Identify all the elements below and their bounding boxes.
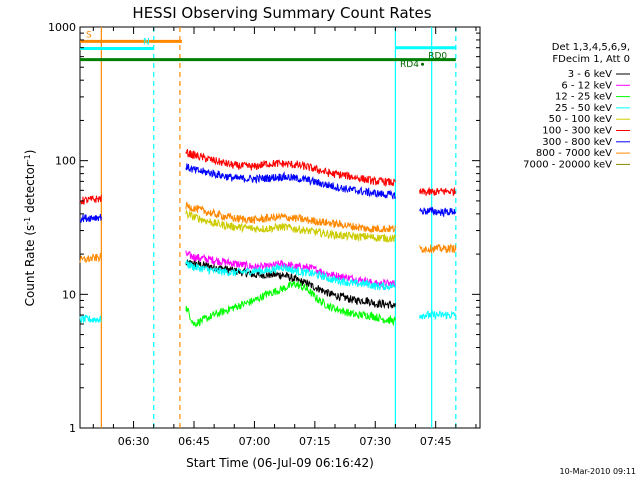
legend-label: 300 - 800 keV	[542, 137, 612, 148]
annotation-dot	[421, 62, 425, 66]
legend-label: 25 - 50 keV	[555, 103, 612, 114]
legend-label: 800 - 7000 keV	[536, 148, 612, 159]
flag-label-n: N	[143, 38, 150, 48]
y-tick-label: 1	[69, 422, 76, 435]
x-axis-label: Start Time (06-Jul-09 06:16:42)	[186, 456, 374, 470]
legend-label: 3 - 6 keV	[568, 69, 612, 80]
legend-label: 50 - 100 keV	[549, 114, 613, 125]
x-tick-label: 07:15	[299, 435, 331, 448]
x-tick-label: 07:00	[239, 435, 271, 448]
annotation-rd0: RD0	[428, 52, 447, 62]
series-line-1	[185, 250, 396, 290]
y-tick-label: 10	[62, 288, 76, 301]
legend-label: 7000 - 20000 keV	[523, 159, 612, 170]
legend-label: 100 - 300 keV	[542, 126, 612, 137]
legend-label: 6 - 12 keV	[561, 80, 612, 91]
series-line-0	[185, 259, 396, 310]
series-group	[79, 149, 457, 328]
footer-timestamp: 10-Mar-2010 09:11	[560, 467, 637, 476]
series-line-5	[79, 149, 457, 206]
series-line-6	[79, 163, 457, 224]
legend-header-line: Det 1,3,4,5,6,9,	[552, 42, 630, 53]
chart-title: HESSI Observing Summary Count Rates	[132, 4, 431, 22]
x-tick-label: 07:30	[359, 435, 391, 448]
y-axis-label-sup1: -1	[23, 217, 32, 225]
vertical-markers	[100, 27, 457, 428]
flag-lines: SN	[80, 30, 456, 62]
y-axis-label: Count Rate (s-1 detector-1)	[23, 150, 38, 307]
legend-label: 12 - 25 keV	[555, 92, 612, 103]
series-line-4	[185, 209, 396, 244]
x-tick-label: 07:45	[420, 435, 452, 448]
x-tick-label: 06:45	[178, 435, 210, 448]
y-axis-label-mid: detector	[23, 162, 37, 217]
plot-area	[79, 26, 481, 429]
legend: Det 1,3,4,5,6,9,FDecim 1, Att 0 3 - 6 keV…	[523, 42, 630, 170]
x-tick-label: 06:30	[118, 435, 150, 448]
y-axis-ticks: 1 10 100 1000	[48, 21, 480, 435]
y-axis-label-sup2: -1	[23, 154, 32, 162]
legend-header-line: FDecim 1, Att 0	[552, 54, 630, 65]
y-tick-label: 1000	[48, 21, 76, 34]
annotation-rd4: RD4	[400, 60, 419, 70]
x-axis-ticks: 06:30 06:45 07:00 07:15 07:30 07:45	[92, 27, 477, 448]
flag-label-s: S	[86, 30, 92, 40]
annotations: RD0 RD4	[400, 52, 447, 71]
series-line-2	[185, 280, 396, 328]
series-line-7	[79, 201, 457, 263]
y-tick-label: 100	[55, 155, 76, 168]
series-line-3	[79, 259, 457, 323]
y-axis-label-end: )	[23, 150, 37, 155]
y-axis-label-main: Count Rate (s	[23, 225, 37, 307]
